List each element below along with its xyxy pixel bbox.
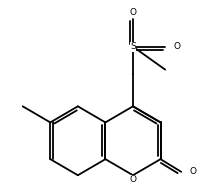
Text: O: O xyxy=(173,42,180,51)
Text: S: S xyxy=(130,42,136,51)
Text: O: O xyxy=(189,167,196,176)
Text: O: O xyxy=(129,175,136,184)
Text: O: O xyxy=(129,8,136,17)
